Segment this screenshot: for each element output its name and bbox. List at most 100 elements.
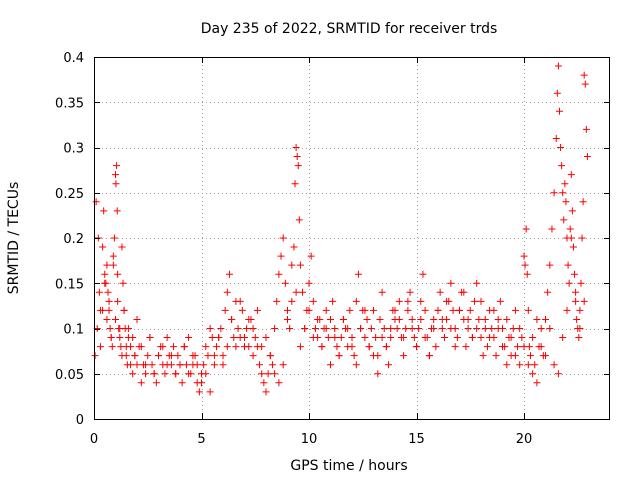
data-point [127,361,135,369]
data-point [374,370,382,378]
data-point [318,343,326,351]
data-point [579,198,587,206]
data-point [291,180,299,188]
data-point [361,334,369,342]
data-point [144,352,152,360]
data-point [305,306,313,314]
data-point [232,343,240,351]
data-point [447,325,455,332]
data-point [234,325,242,332]
data-point [434,306,442,314]
data-point [357,325,365,332]
data-point [238,306,246,314]
data-point [284,306,291,314]
data-point [176,361,184,369]
data-point [559,334,567,342]
data-point [526,352,534,360]
data-point [99,243,107,251]
data-point [103,261,111,269]
data-point [419,270,427,278]
data-point [438,315,446,323]
data-point [471,297,479,305]
x-tick-label: 10 [301,432,318,447]
data-point [430,325,438,332]
data-point [404,297,412,305]
data-point [490,306,498,314]
data-point [516,325,524,332]
data-point [546,261,554,269]
data-point [133,361,141,369]
data-point [363,315,371,323]
data-point [509,325,517,332]
data-point [486,334,494,342]
chart-title: Day 235 of 2022, SRMTID for receiver trd… [201,21,498,37]
data-point [475,315,483,323]
data-point [395,315,403,323]
data-point [120,306,128,314]
data-point [385,361,393,369]
data-point [348,334,356,342]
x-tick-label: 20 [516,432,533,447]
data-point [479,352,487,360]
data-point [567,171,575,179]
data-point [582,125,590,133]
data-point [492,352,500,360]
axis-ticks [94,57,610,420]
data-point [159,343,167,351]
y-tick-label: 0.25 [55,187,84,202]
data-point [329,297,337,305]
data-point [185,334,193,342]
data-point [569,243,577,251]
data-point [114,270,122,278]
data-point [335,352,343,360]
data-point [382,343,390,351]
data-point [453,334,461,342]
y-tick-label: 0.3 [63,142,84,157]
data-point [520,343,528,351]
data-point [344,325,352,332]
data-point [161,370,169,378]
data-point [466,306,474,314]
data-point [481,325,489,332]
data-point [174,352,182,360]
data-point [202,370,210,378]
data-point [464,325,472,332]
data-point [142,361,150,369]
data-point [348,343,356,351]
data-point [554,62,562,70]
data-point [172,370,180,378]
data-point [524,306,532,314]
data-point [101,270,109,278]
data-point [213,343,221,351]
data-point [284,315,291,323]
data-point [333,343,341,351]
data-point [262,388,270,396]
data-point [109,252,117,260]
data-point [555,107,563,115]
data-point [273,297,281,305]
data-point [552,134,560,142]
data-point [223,343,231,351]
data-point [295,216,303,224]
data-point [206,388,214,396]
data-point [581,80,589,88]
data-point [249,325,257,332]
data-point [101,279,109,287]
data-point [565,279,573,287]
data-point [514,343,522,351]
grid [94,57,610,419]
data-point [511,306,519,314]
data-point [410,334,418,342]
data-point [296,261,304,269]
data-point [251,334,259,342]
data-point [219,352,227,360]
data-point [436,288,444,296]
data-point [293,153,301,161]
data-point [400,352,408,360]
data-point [421,306,429,314]
data-point [553,89,561,97]
data-point [378,288,386,296]
data-point [327,315,334,323]
data-point [271,370,279,378]
data-point [544,288,552,296]
